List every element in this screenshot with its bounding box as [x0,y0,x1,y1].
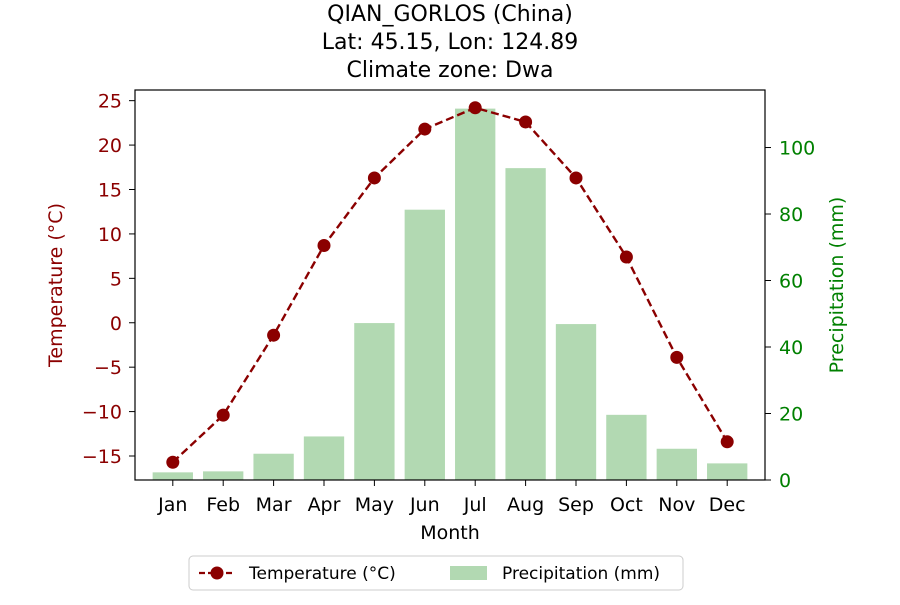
precipitation-bar-aug [505,168,546,480]
right-y-tick-label: 0 [779,470,791,492]
precipitation-bar-feb [203,471,244,480]
temperature-point-mar [267,328,281,342]
temperature-point-jun [418,122,432,136]
precipitation-bar-oct [606,414,647,480]
temperature-point-nov [670,350,684,364]
title-line-station: QIAN_GORLOS (China) [327,2,573,27]
x-tick-label-dec: Dec [709,494,746,516]
left-y-tick-label: −10 [82,402,122,424]
right-y-tick-label: 100 [779,138,815,160]
temperature-series [166,101,734,469]
title-line-climate-zone: Climate zone: Dwa [347,58,554,83]
x-tick-label-aug: Aug [507,494,544,516]
left-y-axis-ticks: −15 −10 −5 0 5 10 15 20 25 [82,91,135,468]
left-y-tick-label: 20 [98,135,122,157]
chart-title: QIAN_GORLOS (China) Lat: 45.15, Lon: 124… [322,2,578,83]
x-axis-ticks: Jan Feb Mar Apr May Jun Jul Aug Sep Oct Nov Dec [157,480,746,516]
right-y-tick-label: 20 [779,404,803,426]
right-y-tick-label: 80 [779,204,803,226]
left-y-axis-label: Temperature (°C) [45,203,67,368]
legend-precipitation-swatch [450,566,487,580]
x-tick-label-may: May [355,494,394,516]
legend-temperature-marker-swatch [210,566,224,580]
x-axis-label: Month [420,522,480,544]
right-y-axis-ticks: 0 20 40 60 80 100 [765,138,815,492]
left-y-tick-label: 0 [110,313,122,335]
temperature-point-apr [317,238,331,252]
temperature-line [171,106,729,464]
precipitation-bars [152,108,748,480]
temperature-point-jul [468,101,482,115]
x-tick-label-nov: Nov [658,494,695,516]
left-y-tick-label: −15 [82,446,122,468]
precipitation-bar-apr [303,436,345,480]
temperature-point-dec [720,435,734,449]
x-tick-label-apr: Apr [308,494,341,516]
legend-precipitation-label: Precipitation (mm) [502,564,660,584]
temperature-point-feb [216,408,230,422]
x-tick-label-sep: Sep [558,494,594,516]
precipitation-bar-nov [656,448,697,480]
temperature-point-jan [166,455,180,469]
x-tick-label-feb: Feb [206,494,240,516]
plot-frame [134,89,766,481]
legend-temperature-label: Temperature (°C) [248,564,396,584]
right-y-axis-label: Precipitation (mm) [826,197,848,374]
right-y-tick-label: 40 [779,337,803,359]
left-y-tick-label: 5 [110,268,122,290]
precipitation-bar-may [354,323,395,480]
left-y-tick-label: 10 [98,224,122,246]
right-y-tick-label: 60 [779,271,803,293]
legend-box [188,555,684,591]
x-tick-label-mar: Mar [256,494,292,516]
x-tick-label-jan: Jan [157,494,187,516]
precipitation-bar-sep [555,324,597,480]
x-tick-label-jun: Jun [409,494,440,516]
precipitation-bar-jan [152,472,193,480]
left-y-tick-label: 25 [98,91,122,113]
left-y-tick-label: 15 [98,179,122,201]
precipitation-bar-dec [707,463,748,480]
precipitation-bar-jul [455,108,496,480]
precipitation-bar-jun [404,209,445,480]
temperature-point-oct [619,250,633,264]
left-y-tick-label: −5 [94,357,122,379]
temperature-point-sep [569,171,583,185]
x-tick-label-jul: Jul [463,494,487,516]
legend: Temperature (°C) Precipitation (mm) [188,555,684,591]
precipitation-bar-mar [253,453,294,480]
temperature-point-may [367,171,381,185]
temperature-point-aug [519,115,533,129]
title-line-coordinates: Lat: 45.15, Lon: 124.89 [322,30,578,55]
x-tick-label-oct: Oct [610,494,643,516]
